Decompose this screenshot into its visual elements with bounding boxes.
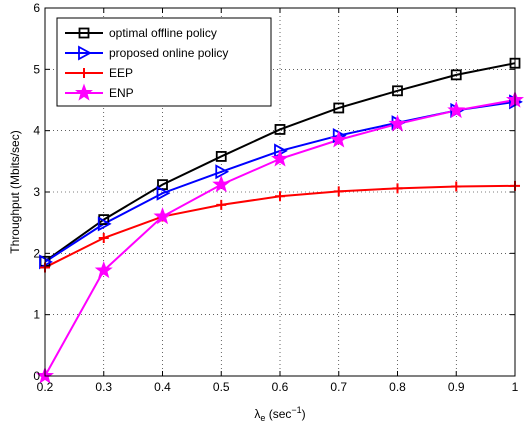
data-point-series-4 — [388, 114, 407, 132]
y-tick-label: 5 — [33, 62, 40, 76]
data-point-series-3 — [98, 233, 109, 243]
x-tick-label: 0.5 — [213, 380, 230, 394]
x-tick-label: 0.4 — [154, 380, 171, 394]
x-axis-label-superscript: −1 — [291, 405, 301, 415]
legend: optimal offline policy proposed online po… — [56, 17, 272, 107]
x-tick-label: 1 — [512, 380, 519, 394]
legend-marker-3 — [79, 68, 89, 78]
data-point-series-1 — [392, 85, 403, 97]
y-tick-label: 2 — [33, 246, 40, 260]
legend-marker-1 — [78, 27, 90, 39]
data-point-series-1 — [333, 102, 345, 114]
data-point-series-2 — [215, 164, 230, 180]
data-point-series-3 — [451, 181, 462, 192]
x-tick-label: 0.8 — [389, 380, 406, 394]
y-tick-label: 3 — [33, 185, 40, 199]
series-markers — [35, 57, 524, 384]
legend-label-3: EEP — [109, 66, 133, 80]
data-point-series-3 — [275, 191, 285, 202]
x-tick-label: 0.9 — [448, 380, 465, 394]
x-axis-label-unit-end: ) — [302, 407, 306, 421]
data-point-series-4 — [153, 207, 172, 225]
data-point-series-4 — [270, 149, 290, 167]
data-point-series-4 — [94, 261, 113, 279]
y-tick-label: 1 — [33, 308, 40, 322]
x-tick-label: 0.6 — [272, 380, 289, 394]
legend-label-4: ENP — [109, 86, 134, 100]
y-tick-label: 6 — [33, 1, 40, 15]
y-tick-label: 0 — [33, 369, 40, 383]
x-tick-label: 0.2 — [37, 380, 54, 394]
data-point-series-2 — [156, 185, 171, 201]
y-tick-labels: 0 1 2 3 4 5 6 — [33, 1, 40, 383]
data-point-series-1 — [450, 69, 462, 81]
series-line-1 — [44, 62, 516, 263]
x-tick-label: 0.3 — [95, 380, 112, 394]
legend-marker-4 — [74, 83, 94, 101]
data-point-series-2 — [97, 216, 112, 232]
data-point-series-3 — [216, 199, 227, 210]
data-point-series-1 — [215, 151, 227, 162]
data-point-series-3 — [392, 183, 403, 194]
data-point-series-1 — [274, 124, 286, 135]
legend-label-1: optimal offline policy — [109, 26, 217, 40]
x-tick-label: 0.7 — [330, 380, 347, 394]
x-axis-label-unit: (sec — [265, 407, 291, 421]
data-point-series-3 — [333, 186, 344, 197]
x-axis-label-subscript: e — [260, 413, 265, 423]
y-axis-label: Throughput (Mbits/sec) — [8, 130, 22, 253]
data-point-series-4 — [447, 100, 466, 119]
axis-ticks — [44, 7, 516, 377]
x-axis-label-symbol: λ — [254, 407, 260, 421]
x-tick-labels: 0.2 0.3 0.4 0.5 0.6 0.7 0.8 0.9 1 — [37, 380, 519, 394]
data-point-series-4 — [329, 130, 348, 148]
legend-label-2: proposed online policy — [109, 46, 228, 60]
x-axis-label: λe (sec−1) — [254, 405, 305, 423]
y-tick-label: 4 — [33, 124, 40, 138]
legend-marker-2 — [78, 45, 92, 61]
data-point-series-4 — [212, 175, 231, 193]
